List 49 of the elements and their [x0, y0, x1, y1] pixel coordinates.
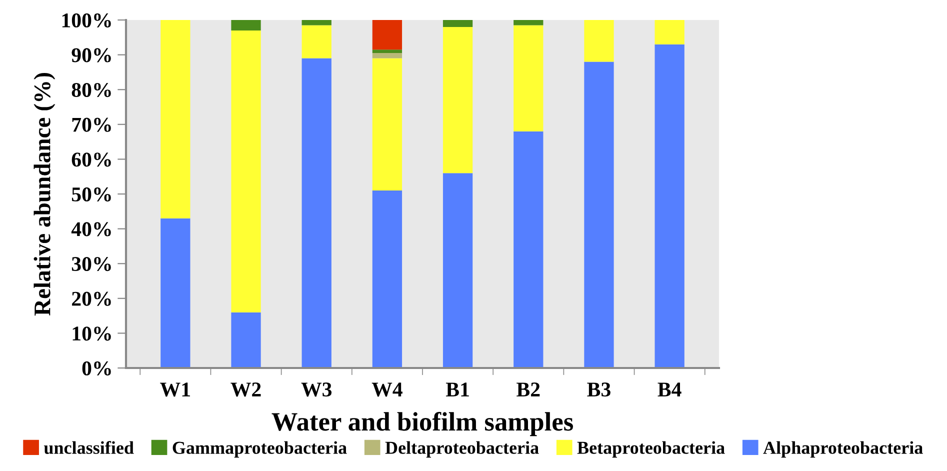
- y-tick-label: 90%: [72, 48, 111, 62]
- bar: [514, 20, 544, 26]
- bar: [372, 190, 402, 368]
- bar: [514, 131, 544, 368]
- bar: [231, 20, 261, 30]
- y-tick-label: 20%: [72, 292, 111, 306]
- y-axis-title: Relative abundance (%): [34, 73, 56, 316]
- bar: [584, 62, 614, 368]
- bar: [442, 173, 473, 368]
- bar: [302, 25, 332, 58]
- bar: [584, 20, 614, 62]
- y-tick-label: 0%: [82, 361, 111, 376]
- y-tick-label: 30%: [72, 256, 111, 272]
- x-tick-label: B4: [658, 382, 682, 396]
- bar: [231, 30, 261, 312]
- legend-label: Gammaproteobacteria: [172, 441, 347, 458]
- bar: [372, 20, 402, 50]
- x-axis-title: Water and biofilm samples: [272, 412, 574, 436]
- bar: [372, 53, 402, 58]
- y-tick-label: 10%: [72, 326, 111, 341]
- bar: [160, 218, 190, 368]
- legend-label: unclassified: [44, 441, 134, 454]
- legend-label: Betaproteobacteria: [577, 441, 725, 458]
- bar: [231, 312, 261, 368]
- legend-label: Deltaproteobacteria: [385, 441, 539, 458]
- x-tick-label: W3: [301, 382, 332, 397]
- x-tick-label: B1: [446, 382, 469, 396]
- bar: [442, 26, 473, 174]
- x-tick-label: B2: [516, 382, 540, 396]
- x-tick-label: W4: [372, 382, 402, 397]
- x-tick-label: B3: [587, 382, 610, 397]
- bar: [302, 58, 332, 368]
- x-tick-label: W1: [160, 382, 190, 397]
- bar: [654, 44, 684, 368]
- x-tick-label: W2: [230, 382, 261, 397]
- bar: [654, 20, 684, 44]
- bar: [372, 50, 402, 54]
- y-tick-label: 70%: [72, 118, 111, 132]
- legend-label: Alphaproteobacteria: [763, 441, 923, 458]
- y-tick-label: 80%: [72, 82, 111, 98]
- y-tick-label: 100%: [62, 13, 111, 28]
- y-tick-label: 50%: [72, 187, 111, 202]
- y-tick-label: 60%: [72, 152, 111, 167]
- y-tick-label: 40%: [71, 222, 111, 236]
- bar: [442, 20, 473, 27]
- bar: [160, 20, 190, 218]
- bar: [372, 58, 402, 191]
- bar: [514, 25, 544, 132]
- bar: [302, 20, 332, 26]
